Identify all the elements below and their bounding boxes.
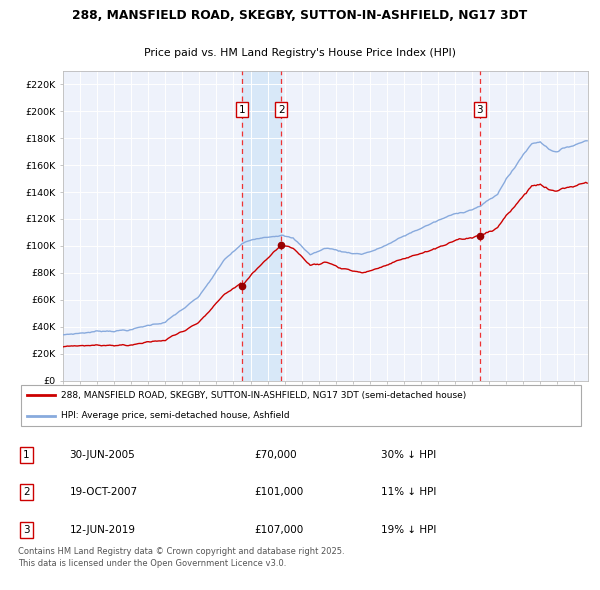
Text: 30% ↓ HPI: 30% ↓ HPI: [380, 450, 436, 460]
Text: 288, MANSFIELD ROAD, SKEGBY, SUTTON-IN-ASHFIELD, NG17 3DT (semi-detached house): 288, MANSFIELD ROAD, SKEGBY, SUTTON-IN-A…: [61, 391, 466, 400]
Text: 12-JUN-2019: 12-JUN-2019: [70, 525, 136, 535]
Text: £101,000: £101,000: [254, 487, 303, 497]
Text: 1: 1: [238, 104, 245, 114]
Text: 3: 3: [476, 104, 483, 114]
Text: Contains HM Land Registry data © Crown copyright and database right 2025.
This d: Contains HM Land Registry data © Crown c…: [18, 547, 344, 568]
Text: 19% ↓ HPI: 19% ↓ HPI: [380, 525, 436, 535]
Text: 11% ↓ HPI: 11% ↓ HPI: [380, 487, 436, 497]
Text: £70,000: £70,000: [254, 450, 296, 460]
Text: £107,000: £107,000: [254, 525, 303, 535]
Text: 1: 1: [23, 450, 30, 460]
Text: Price paid vs. HM Land Registry's House Price Index (HPI): Price paid vs. HM Land Registry's House …: [144, 48, 456, 58]
Text: 288, MANSFIELD ROAD, SKEGBY, SUTTON-IN-ASHFIELD, NG17 3DT: 288, MANSFIELD ROAD, SKEGBY, SUTTON-IN-A…: [73, 9, 527, 22]
Text: 2: 2: [278, 104, 284, 114]
Text: 3: 3: [23, 525, 30, 535]
Bar: [242, 71, 281, 381]
Text: 30-JUN-2005: 30-JUN-2005: [70, 450, 136, 460]
FancyBboxPatch shape: [21, 385, 581, 426]
Text: 19-OCT-2007: 19-OCT-2007: [70, 487, 138, 497]
Text: 2: 2: [23, 487, 30, 497]
Text: HPI: Average price, semi-detached house, Ashfield: HPI: Average price, semi-detached house,…: [61, 411, 289, 420]
